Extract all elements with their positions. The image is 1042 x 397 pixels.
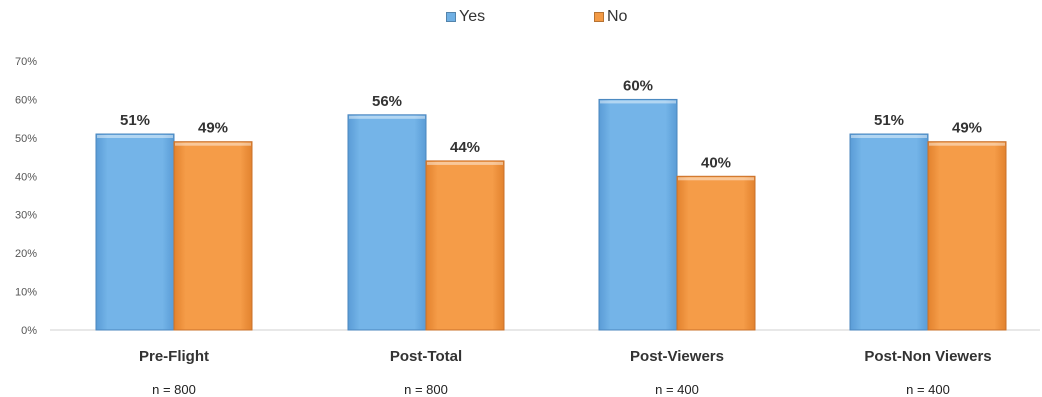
labels: 51% 49% Pre-Flight n = 800 56% 44% Post-Total n… — [120, 77, 992, 397]
bar-bevel — [678, 177, 754, 181]
bar-bevel — [851, 135, 927, 139]
legend: Yes No — [0, 8, 1042, 30]
sample-size-label: n = 800 — [152, 382, 196, 397]
legend-item-yes: Yes — [446, 8, 485, 26]
data-label-no: 49% — [952, 120, 982, 137]
bar-yes — [849, 133, 929, 331]
bar-no — [425, 160, 505, 331]
data-label-yes: 60% — [623, 77, 653, 94]
category-label: Post-Non Viewers — [864, 348, 991, 365]
category-label: Post-Viewers — [630, 348, 724, 365]
bar-bevel — [175, 142, 251, 146]
legend-swatch-no — [594, 12, 604, 22]
y-tick-label: 40% — [15, 171, 37, 183]
category-label: Pre-Flight — [139, 348, 209, 365]
bar-no — [927, 141, 1007, 331]
data-label-no: 40% — [701, 154, 731, 171]
data-label-no: 49% — [198, 120, 228, 137]
bar-bevel — [600, 100, 676, 104]
legend-swatch-yes — [446, 12, 456, 22]
y-tick-label: 60% — [15, 94, 37, 106]
bar-yes — [347, 114, 427, 331]
data-label-no: 44% — [450, 139, 480, 156]
bar-yes — [598, 98, 678, 331]
bar-bevel — [929, 142, 1005, 146]
y-tick-label: 20% — [15, 248, 37, 260]
bars — [95, 98, 1007, 331]
y-tick-label: 50% — [15, 133, 37, 145]
bar-bevel — [427, 161, 503, 165]
bar-bevel — [349, 115, 425, 119]
y-axis: 0% 10% 20% 30% 40% 50% 60% 70% — [15, 56, 37, 337]
y-tick-label: 10% — [15, 287, 37, 299]
legend-item-no: No — [594, 8, 627, 26]
legend-label-yes: Yes — [459, 8, 486, 25]
y-tick-label: 0% — [21, 325, 37, 337]
legend-label-no: No — [607, 8, 628, 25]
sample-size-label: n = 800 — [404, 382, 448, 397]
bar-no — [173, 141, 253, 331]
bar-no — [676, 175, 756, 331]
sample-size-label: n = 400 — [655, 382, 699, 397]
bar-yes — [95, 133, 175, 331]
sample-size-label: n = 400 — [906, 382, 950, 397]
bar-bevel — [97, 135, 173, 139]
data-label-yes: 51% — [120, 112, 150, 129]
y-tick-label: 70% — [15, 56, 37, 68]
y-tick-label: 30% — [15, 210, 37, 222]
data-label-yes: 51% — [874, 112, 904, 129]
data-label-yes: 56% — [372, 93, 402, 110]
category-label: Post-Total — [390, 348, 462, 365]
